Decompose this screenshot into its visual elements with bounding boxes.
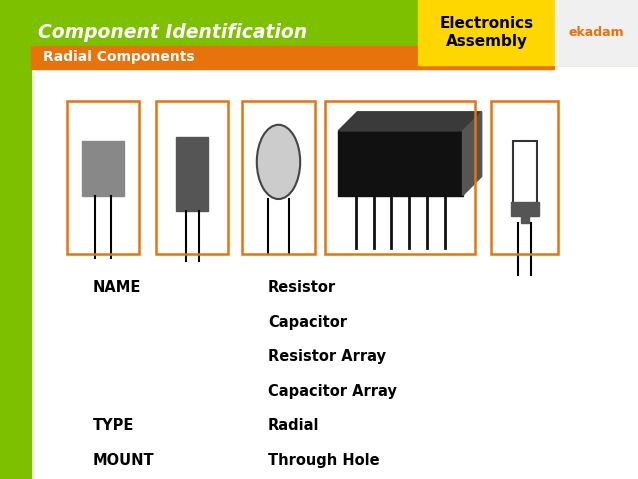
Text: Component Identification: Component Identification <box>38 23 308 42</box>
Bar <box>513 141 537 216</box>
Text: Radial Components: Radial Components <box>43 50 195 65</box>
Text: NAME: NAME <box>93 280 141 295</box>
Bar <box>156 101 228 254</box>
Bar <box>242 101 315 254</box>
Polygon shape <box>338 112 482 131</box>
Bar <box>0 0 638 65</box>
Bar <box>31 46 554 69</box>
Text: Resistor Array: Resistor Array <box>268 349 386 364</box>
Text: Capacitor Array: Capacitor Array <box>268 384 397 399</box>
Bar <box>510 202 538 216</box>
Text: MOUNT: MOUNT <box>93 453 154 468</box>
Bar <box>67 101 139 254</box>
Bar <box>555 0 638 65</box>
Bar <box>82 140 124 195</box>
Bar <box>418 0 555 65</box>
Text: Through Hole: Through Hole <box>268 453 380 468</box>
Ellipse shape <box>256 125 300 199</box>
Text: TYPE: TYPE <box>93 418 134 433</box>
Text: Resistor: Resistor <box>268 280 336 295</box>
Text: Electronics
Assembly: Electronics Assembly <box>440 15 533 49</box>
Bar <box>176 137 208 211</box>
Bar <box>325 101 475 254</box>
Bar <box>491 101 558 254</box>
Bar <box>338 131 463 195</box>
Bar <box>521 216 529 223</box>
Text: ekadam: ekadam <box>568 26 625 39</box>
Text: Capacitor: Capacitor <box>268 315 347 330</box>
Text: Radial: Radial <box>268 418 320 433</box>
Polygon shape <box>463 112 482 195</box>
Bar <box>0 0 31 479</box>
